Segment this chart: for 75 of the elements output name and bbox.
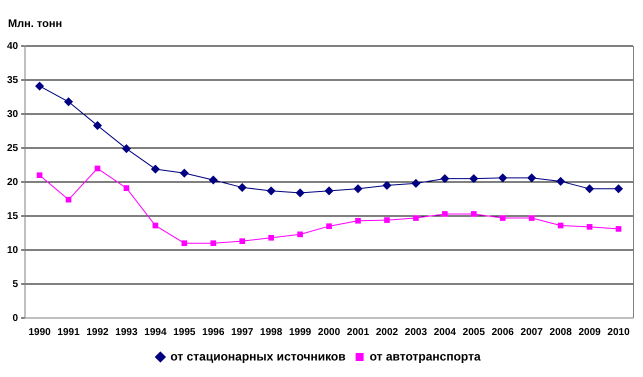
point xyxy=(528,215,535,221)
point xyxy=(558,222,564,228)
y-tick-label: 35 xyxy=(7,74,19,86)
y-tick-label: 5 xyxy=(12,278,19,290)
point xyxy=(124,185,130,191)
point xyxy=(94,166,100,172)
point xyxy=(182,240,188,246)
x-tick-label: 1990 xyxy=(28,326,52,338)
point xyxy=(268,234,274,241)
y-tick-label: 10 xyxy=(7,244,19,256)
point xyxy=(586,224,592,230)
x-tick-label: 2007 xyxy=(520,326,544,338)
point xyxy=(297,232,303,238)
x-tick-label: 1997 xyxy=(231,326,254,338)
point xyxy=(122,144,131,154)
y-tick-label: 0 xyxy=(12,312,19,324)
point xyxy=(585,184,594,194)
point xyxy=(326,223,332,230)
y-tick-label: 15 xyxy=(7,210,19,222)
point xyxy=(64,97,74,106)
point xyxy=(384,217,390,223)
x-tick-label: 1993 xyxy=(115,326,138,338)
point xyxy=(355,218,361,224)
x-tick-label: 1992 xyxy=(86,326,110,338)
x-tick-label: 2006 xyxy=(492,326,514,338)
point xyxy=(324,186,334,196)
point xyxy=(500,215,506,221)
point xyxy=(239,238,246,244)
y-tick-label: 30 xyxy=(7,108,19,120)
x-tick-label: 2001 xyxy=(346,326,370,338)
x-tick-label: 2009 xyxy=(578,326,602,338)
x-tick-label: 1995 xyxy=(173,326,196,338)
point xyxy=(208,175,218,184)
x-tick-label: 2002 xyxy=(376,326,399,338)
x-tick-label: 2010 xyxy=(607,326,630,338)
y-axis-title: Млн. тонн xyxy=(8,18,62,30)
x-tick-label: 2004 xyxy=(434,326,456,338)
x-tick-label: 2000 xyxy=(318,326,341,338)
y-tick-label: 25 xyxy=(7,142,19,154)
x-tick-label: 1996 xyxy=(202,326,225,338)
point xyxy=(470,211,477,217)
x-tick-label: 2005 xyxy=(462,326,486,338)
point xyxy=(527,173,536,182)
point xyxy=(413,215,419,221)
point xyxy=(180,168,189,178)
point xyxy=(440,174,450,184)
point xyxy=(35,82,44,91)
legend-label: от стационарных источников xyxy=(170,349,346,364)
point xyxy=(238,182,247,192)
point xyxy=(469,174,478,184)
point xyxy=(411,178,420,188)
point xyxy=(296,188,305,198)
point xyxy=(36,172,42,178)
point xyxy=(152,222,158,228)
x-tick-label: 1998 xyxy=(260,326,283,338)
x-tick-label: 1994 xyxy=(144,326,167,338)
point xyxy=(92,121,102,130)
point xyxy=(556,176,566,186)
legend-label: от автотранспорта xyxy=(370,349,481,364)
x-tick-label: 1999 xyxy=(288,326,312,338)
point xyxy=(266,186,276,196)
point xyxy=(354,184,363,194)
y-tick-label: 40 xyxy=(7,40,19,52)
x-tick-label: 1991 xyxy=(57,326,80,338)
point xyxy=(498,173,508,182)
point xyxy=(382,180,392,190)
y-tick-label: 20 xyxy=(7,176,19,188)
point xyxy=(442,211,448,217)
point xyxy=(210,240,216,246)
point xyxy=(616,226,622,232)
x-tick-label: 2008 xyxy=(550,326,572,338)
point xyxy=(614,184,624,194)
point xyxy=(66,196,72,203)
point xyxy=(150,164,160,174)
x-tick-label: 2003 xyxy=(404,326,428,338)
